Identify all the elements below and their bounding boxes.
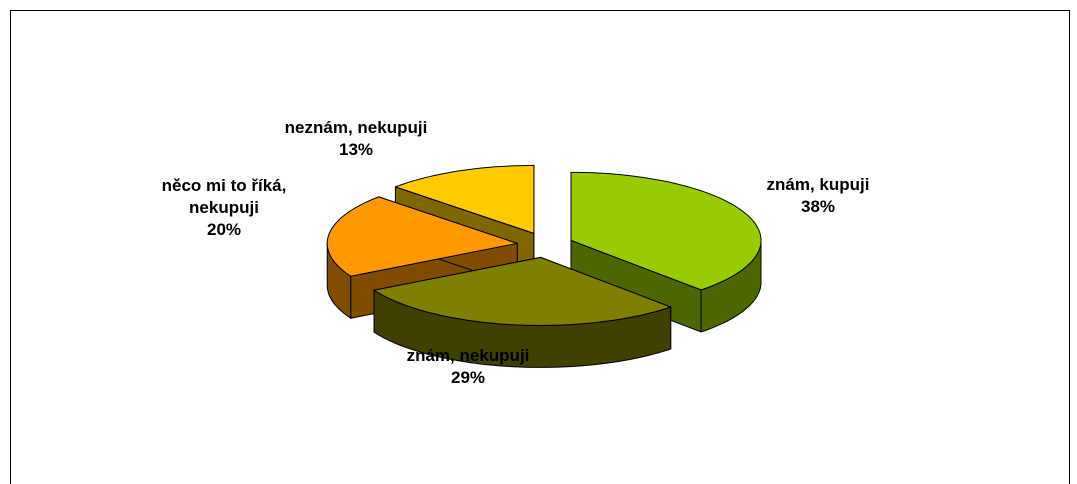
slice-top [570, 171, 762, 291]
data-label: něco mi to říká, nekupuji 20% [134, 175, 314, 241]
data-label: neznám, nekupuji 13% [246, 117, 466, 161]
category-label: znám, kupuji [766, 175, 870, 194]
value-label: 20% [206, 220, 242, 239]
data-label: znám, kupuji 38% [748, 174, 888, 218]
slice-top [326, 196, 518, 277]
category-label: neznám, nekupuji [284, 118, 428, 137]
data-label: znám, nekupuji 29% [368, 345, 568, 389]
slice [373, 256, 672, 368]
category-label: něco mi to říká, nekupuji [161, 176, 287, 217]
value-label: 38% [800, 197, 836, 216]
slice-top [394, 164, 535, 234]
slice-top [373, 256, 672, 326]
chart-frame [10, 10, 1070, 484]
value-label: 29% [450, 368, 486, 387]
category-label: znám, nekupuji [406, 346, 530, 365]
value-label: 13% [338, 140, 374, 159]
